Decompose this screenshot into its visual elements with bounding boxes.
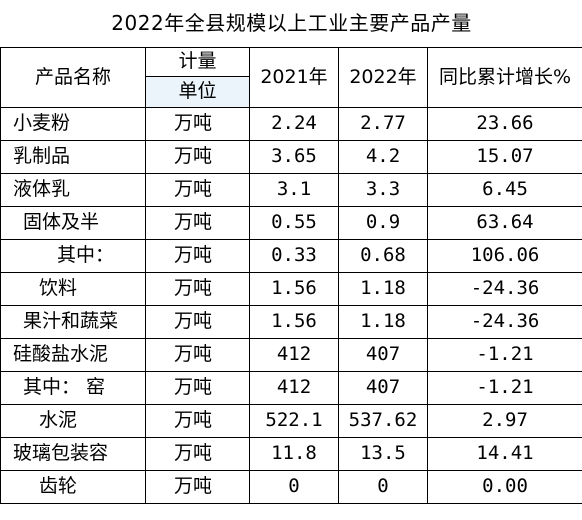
- cell-product-name[interactable]: 固体及半: [0, 206, 146, 240]
- cell-growth[interactable]: 23.66: [426, 107, 582, 141]
- cell-2022[interactable]: 1.18: [338, 272, 428, 306]
- cell-growth[interactable]: -1.21: [426, 338, 582, 372]
- cell-2021[interactable]: 1.56: [249, 305, 339, 339]
- cell-unit[interactable]: 万吨: [145, 206, 250, 240]
- cell-unit[interactable]: 万吨: [145, 437, 250, 471]
- cell-product-name[interactable]: 饮料: [0, 272, 146, 306]
- cell-product-name[interactable]: 硅酸盐水泥: [0, 338, 146, 372]
- cell-2021[interactable]: 0.55: [249, 206, 339, 240]
- cell-2021[interactable]: 11.8: [249, 437, 339, 471]
- table-row: 其中： 窑 万吨 412 407 -1.21: [0, 371, 582, 405]
- cell-unit[interactable]: 万吨: [145, 173, 250, 207]
- cell-growth[interactable]: 15.07: [426, 140, 582, 174]
- cell-growth[interactable]: 14.41: [426, 437, 582, 471]
- cell-2021[interactable]: 3.65: [249, 140, 339, 174]
- cell-product-name[interactable]: 果汁和蔬菜: [0, 305, 146, 339]
- cell-2022[interactable]: 537.62: [338, 404, 428, 438]
- cell-2021[interactable]: 522.1: [249, 404, 339, 438]
- cell-product-name[interactable]: 齿轮: [0, 470, 146, 504]
- cell-growth[interactable]: -1.21: [426, 371, 582, 405]
- cell-unit[interactable]: 万吨: [145, 107, 250, 141]
- table-title[interactable]: 2022年全县规模以上工业主要产品产量: [0, 0, 582, 48]
- cell-2021[interactable]: 412: [249, 338, 339, 372]
- cell-unit[interactable]: 万吨: [145, 404, 250, 438]
- cell-product-name[interactable]: 乳制品: [0, 140, 146, 174]
- cell-2022[interactable]: 407: [338, 338, 428, 372]
- cell-2022[interactable]: 407: [338, 371, 428, 405]
- cell-growth[interactable]: 6.45: [426, 173, 582, 207]
- production-table: 2022年全县规模以上工业主要产品产量 产品名称 计量 2021年 2022年 …: [0, 0, 582, 504]
- table-row: 齿轮 万吨 0 0 0.00: [0, 470, 582, 504]
- cell-2022[interactable]: 0: [338, 470, 428, 504]
- cell-growth[interactable]: -24.36: [426, 272, 582, 306]
- header-year-2021[interactable]: 2021年: [249, 47, 339, 108]
- cell-2022[interactable]: 0.9: [338, 206, 428, 240]
- cell-2022[interactable]: 2.77: [338, 107, 428, 141]
- table-row: 玻璃包装容 万吨 11.8 13.5 14.41: [0, 437, 582, 471]
- header-growth[interactable]: 同比累计增长%: [426, 47, 582, 108]
- cell-unit[interactable]: 万吨: [145, 338, 250, 372]
- table-row: 水泥 万吨 522.1 537.62 2.97: [0, 404, 582, 438]
- cell-unit[interactable]: 万吨: [145, 371, 250, 405]
- cell-unit[interactable]: 万吨: [145, 140, 250, 174]
- cell-product-name[interactable]: 其中： 窑: [0, 371, 146, 405]
- header-year-2022[interactable]: 2022年: [338, 47, 428, 108]
- cell-2021[interactable]: 0.33: [249, 239, 339, 273]
- cell-2022[interactable]: 0.68: [338, 239, 428, 273]
- cell-2022[interactable]: 13.5: [338, 437, 428, 471]
- cell-unit[interactable]: 万吨: [145, 272, 250, 306]
- cell-unit[interactable]: 万吨: [145, 470, 250, 504]
- cell-2021[interactable]: 412: [249, 371, 339, 405]
- header-product-name[interactable]: 产品名称: [0, 47, 146, 108]
- table-row: 乳制品 万吨 3.65 4.2 15.07: [0, 140, 582, 174]
- table-row: 固体及半 万吨 0.55 0.9 63.64: [0, 206, 582, 240]
- cell-product-name[interactable]: 液体乳: [0, 173, 146, 207]
- table-row: 小麦粉 万吨 2.24 2.77 23.66: [0, 107, 582, 141]
- cell-growth[interactable]: 0.00: [426, 470, 582, 504]
- cell-2022[interactable]: 4.2: [338, 140, 428, 174]
- table-row: 硅酸盐水泥 万吨 412 407 -1.21: [0, 338, 582, 372]
- table-row: 饮料 万吨 1.56 1.18 -24.36: [0, 272, 582, 306]
- table-row: 液体乳 万吨 3.1 3.3 6.45: [0, 173, 582, 207]
- cell-product-name[interactable]: 其中：: [0, 239, 146, 273]
- header-unit-bottom[interactable]: 单位: [145, 76, 250, 108]
- header-growth-label: 同比累计增长%: [438, 65, 572, 88]
- table-row: 果汁和蔬菜 万吨 1.56 1.18 -24.36: [0, 305, 582, 339]
- table-row: 其中： 万吨 0.33 0.68 106.06: [0, 239, 582, 273]
- cell-2021[interactable]: 2.24: [249, 107, 339, 141]
- header-unit-top[interactable]: 计量: [145, 47, 250, 77]
- cell-2021[interactable]: 1.56: [249, 272, 339, 306]
- cell-2021[interactable]: 3.1: [249, 173, 339, 207]
- cell-growth[interactable]: -24.36: [426, 305, 582, 339]
- cell-2021[interactable]: 0: [249, 470, 339, 504]
- cell-growth[interactable]: 63.64: [426, 206, 582, 240]
- cell-unit[interactable]: 万吨: [145, 239, 250, 273]
- cell-product-name[interactable]: 水泥: [0, 404, 146, 438]
- cell-2022[interactable]: 1.18: [338, 305, 428, 339]
- cell-growth[interactable]: 106.06: [426, 239, 582, 273]
- cell-product-name[interactable]: 玻璃包装容: [0, 437, 146, 471]
- cell-product-name[interactable]: 小麦粉: [0, 107, 146, 141]
- cell-unit[interactable]: 万吨: [145, 305, 250, 339]
- cell-growth[interactable]: 2.97: [426, 404, 582, 438]
- cell-2022[interactable]: 3.3: [338, 173, 428, 207]
